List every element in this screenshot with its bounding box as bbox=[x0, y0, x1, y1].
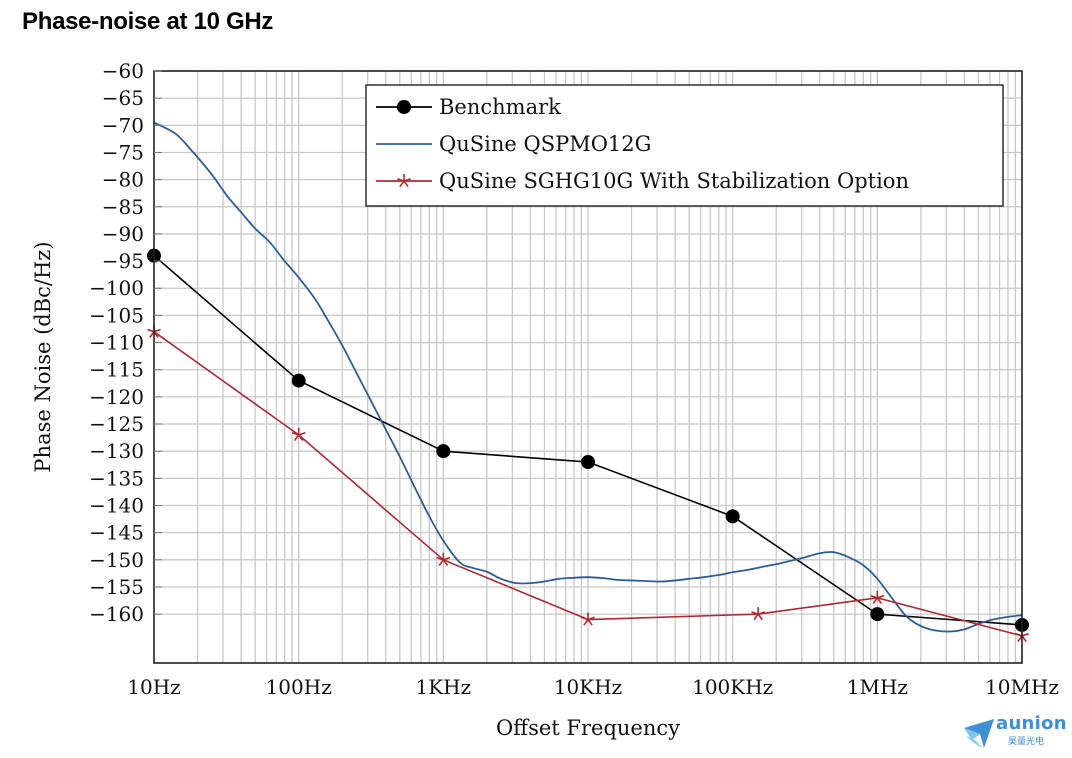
star-ray bbox=[403, 180, 409, 188]
star-ray bbox=[872, 597, 878, 604]
y-tick-label: −150 bbox=[89, 548, 144, 572]
star-ray bbox=[757, 611, 766, 615]
y-tick-label: −90 bbox=[102, 222, 144, 246]
star-ray bbox=[581, 616, 589, 621]
grid bbox=[154, 70, 1022, 663]
y-tick-label: −95 bbox=[102, 249, 144, 273]
legend: Benchmark QuSine QSPMO12G QuSine SGHG10G W… bbox=[365, 84, 1004, 207]
y-tick-label: −130 bbox=[89, 439, 144, 463]
series-layer bbox=[147, 121, 1029, 642]
logo-arrow-icon bbox=[964, 719, 994, 748]
y-tick-label: −160 bbox=[89, 602, 144, 626]
series-qusine-qspmo12g bbox=[153, 121, 1023, 633]
y-tick-label: −75 bbox=[102, 140, 144, 164]
legend-label: QuSine QSPMO12G bbox=[439, 132, 651, 156]
star-ray bbox=[876, 597, 883, 604]
data-point bbox=[436, 444, 451, 459]
y-tick-label: −140 bbox=[89, 493, 144, 517]
star-ray bbox=[757, 613, 763, 621]
star-ray bbox=[753, 613, 759, 621]
star-ray bbox=[877, 594, 885, 599]
y-tick-label: −135 bbox=[89, 466, 144, 490]
y-tick-label: −70 bbox=[102, 113, 144, 137]
y-tick-label: −120 bbox=[89, 385, 144, 409]
legend-item: QuSine SGHG10G With Stabilization Option bbox=[376, 169, 909, 193]
y-axis: −60 −65 −70 −75 −80 −85 −90 −95 −100 −105 −110 −115… bbox=[89, 59, 162, 626]
x-tick-label: 100Hz bbox=[266, 675, 332, 699]
legend-label: Benchmark bbox=[439, 95, 561, 119]
legend-item: QuSine QSPMO12G bbox=[376, 132, 651, 156]
x-tick-label: 100KHz bbox=[692, 675, 773, 699]
data-point bbox=[291, 373, 306, 388]
series-line bbox=[153, 121, 1023, 633]
star-ray bbox=[1015, 632, 1023, 637]
star-ray bbox=[583, 619, 589, 626]
logo-text: aunion bbox=[996, 713, 1067, 734]
star-ray bbox=[298, 434, 304, 442]
x-axis: 10Hz 100Hz 1KHz 10KHz 100KHz 1MHz 10MHz bbox=[127, 675, 1059, 699]
star-ray bbox=[438, 559, 444, 566]
y-tick-label: −85 bbox=[102, 195, 144, 219]
y-tick-label: −155 bbox=[89, 575, 144, 599]
x-axis-title: Offset Frequency bbox=[496, 716, 680, 740]
y-tick-label: −65 bbox=[102, 86, 144, 110]
star-ray bbox=[870, 594, 878, 599]
data-point bbox=[751, 607, 766, 621]
data-point bbox=[725, 509, 740, 524]
star-ray bbox=[436, 556, 444, 561]
legend-label: QuSine SGHG10G With Stabilization Option bbox=[439, 169, 909, 193]
star-ray bbox=[1021, 632, 1029, 637]
plot-frame bbox=[153, 70, 1023, 664]
star-ray bbox=[751, 611, 759, 615]
data-point bbox=[870, 590, 885, 604]
y-tick-label: −105 bbox=[89, 303, 144, 327]
x-tick-label: 10Hz bbox=[127, 675, 180, 699]
legend-item: Benchmark bbox=[376, 95, 561, 119]
star-ray bbox=[587, 616, 595, 621]
x-tick-label: 1KHz bbox=[416, 675, 472, 699]
star-ray bbox=[442, 559, 449, 566]
data-point bbox=[581, 455, 595, 470]
y-tick-label: −145 bbox=[89, 521, 144, 545]
y-tick-label: −100 bbox=[89, 276, 144, 300]
data-point bbox=[291, 427, 306, 442]
x-tick-label: 10KHz bbox=[554, 675, 622, 699]
x-tick-label: 10MHz bbox=[985, 675, 1059, 699]
data-point bbox=[436, 552, 451, 566]
star-ray bbox=[399, 180, 405, 188]
logo-subtitle: 昊量光电 bbox=[1008, 737, 1045, 747]
star-ray bbox=[147, 328, 155, 333]
y-axis-title: Phase Noise (dBc/Hz) bbox=[31, 241, 55, 472]
star-ray bbox=[291, 431, 299, 436]
x-tick-label: 1MHz bbox=[847, 675, 908, 699]
y-tick-label: −115 bbox=[89, 358, 144, 382]
data-point bbox=[870, 607, 885, 622]
y-tick-label: −80 bbox=[102, 168, 144, 192]
y-tick-label: −110 bbox=[89, 331, 144, 355]
star-ray bbox=[293, 434, 300, 442]
star-ray bbox=[153, 328, 161, 333]
data-point bbox=[581, 612, 595, 626]
y-tick-label: −60 bbox=[102, 59, 144, 83]
star-ray bbox=[397, 178, 405, 182]
star-ray bbox=[587, 619, 593, 626]
legend-marker-circle bbox=[397, 100, 411, 114]
slide-title: Phase-noise at 10 GHz bbox=[22, 8, 274, 35]
star-ray bbox=[403, 178, 411, 182]
star-ray bbox=[298, 431, 306, 436]
legend-box bbox=[365, 84, 1004, 207]
legend-marker-star bbox=[397, 174, 411, 188]
y-tick-label: −125 bbox=[89, 412, 144, 436]
company-logo: aunion 昊量光电 bbox=[962, 713, 1067, 752]
star-ray bbox=[443, 556, 451, 561]
